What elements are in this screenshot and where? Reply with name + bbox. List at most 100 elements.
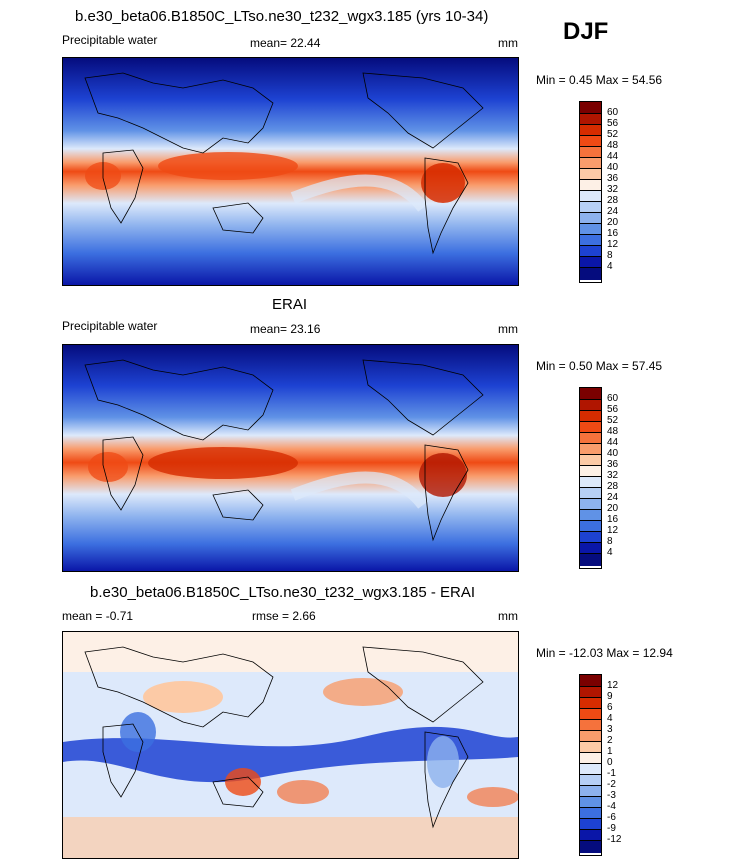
colorbar-tick-label: 4 <box>607 713 613 724</box>
colorbar-segment <box>580 830 601 841</box>
colorbar-tick-label: 28 <box>607 195 619 206</box>
colorbar-segment <box>580 180 601 191</box>
colorbar-tick-label: 2 <box>607 735 613 746</box>
colorbar-tick-label: -9 <box>607 823 616 834</box>
colorbar-segment <box>580 191 601 202</box>
mean-label: mean= 22.44 <box>250 36 321 50</box>
colorbar-segment <box>580 388 601 400</box>
colorbar-segment <box>580 709 601 720</box>
colorbar-segment <box>580 136 601 147</box>
colorbar-segment <box>580 114 601 125</box>
colorbar-segment <box>580 235 601 246</box>
colorbar-segment <box>580 764 601 775</box>
colorbar-segment <box>580 466 601 477</box>
colorbar-tick-label: 60 <box>607 393 619 404</box>
colorbar-segment <box>580 422 601 433</box>
colorbar-tick-label: 28 <box>607 481 619 492</box>
colorbar-segment <box>580 786 601 797</box>
colorbar-segment <box>580 687 601 698</box>
colorbar-tick-label: 56 <box>607 118 619 129</box>
colorbar-tick-label: 52 <box>607 415 619 426</box>
colorbar-segment <box>580 554 601 566</box>
colorbar-tick-label: 0 <box>607 757 613 768</box>
colorbar-segment <box>580 158 601 169</box>
colorbar-tick-label: 8 <box>607 250 613 261</box>
colorbar-segment <box>580 102 601 114</box>
colorbar-tick-label: 8 <box>607 536 613 547</box>
colorbar-tick-label: 36 <box>607 173 619 184</box>
colorbar <box>579 387 602 569</box>
colorbar-tick-label: -4 <box>607 801 616 812</box>
colorbar-tick-label: 44 <box>607 151 619 162</box>
colorbar-tick-label: 16 <box>607 514 619 525</box>
colorbar-tick-label: 4 <box>607 261 613 272</box>
colorbar-tick-label: -3 <box>607 790 616 801</box>
colorbar-segment <box>580 510 601 521</box>
colorbar-segment <box>580 731 601 742</box>
colorbar-segment <box>580 698 601 709</box>
colorbar-segment <box>580 675 601 687</box>
colorbar-tick-label: 9 <box>607 691 613 702</box>
colorbar-segment <box>580 169 601 180</box>
colorbar-segment <box>580 521 601 532</box>
colorbar-tick-label: 52 <box>607 129 619 140</box>
colorbar-tick-label: 44 <box>607 437 619 448</box>
units-label: mm <box>498 36 518 50</box>
panel-title: b.e30_beta06.B1850C_LTso.ne30_t232_wgx3.… <box>75 8 489 25</box>
colorbar-tick-label: 48 <box>607 140 619 151</box>
colorbar-segment <box>580 720 601 731</box>
colorbar-tick-label: 32 <box>607 470 619 481</box>
colorbar-tick-label: -1 <box>607 768 616 779</box>
colorbar-tick-label: 40 <box>607 448 619 459</box>
minmax-label: Min = 0.45 Max = 54.56 <box>536 73 663 87</box>
colorbar-tick-label: 12 <box>607 239 619 250</box>
panel-title: ERAI <box>272 296 308 313</box>
colorbar-segment <box>580 213 601 224</box>
colorbar-segment <box>580 488 601 499</box>
colorbar-tick-label: 48 <box>607 426 619 437</box>
colorbar-segment <box>580 775 601 786</box>
minmax-label: Min = 0.50 Max = 57.45 <box>536 359 663 373</box>
minmax-label: Min = -12.03 Max = 12.94 <box>536 646 673 660</box>
colorbar-segment <box>580 400 601 411</box>
colorbar-tick-label: 12 <box>607 680 619 691</box>
colorbar-segment <box>580 841 601 853</box>
colorbar-segment <box>580 797 601 808</box>
map-panel <box>62 344 519 572</box>
mean-label: mean= 23.16 <box>250 322 321 336</box>
colorbar-tick-label: 16 <box>607 228 619 239</box>
colorbar-segment <box>580 268 601 280</box>
colorbar-segment <box>580 499 601 510</box>
panel-title: b.e30_beta06.B1850C_LTso.ne30_t232_wgx3.… <box>90 584 476 601</box>
rmse-label: rmse = 2.66 <box>252 609 316 623</box>
colorbar-tick-label: -12 <box>607 834 622 845</box>
colorbar-segment <box>580 411 601 422</box>
colorbar-segment <box>580 742 601 753</box>
colorbar-tick-label: 4 <box>607 547 613 558</box>
colorbar-tick-label: -2 <box>607 779 616 790</box>
variable-label: Precipitable water <box>62 33 158 47</box>
mean-label: mean = -0.71 <box>62 609 134 623</box>
colorbar-segment <box>580 224 601 235</box>
colorbar-tick-label: 1 <box>607 746 613 757</box>
season-label: DJF <box>563 18 609 45</box>
colorbar <box>579 674 602 856</box>
colorbar-segment <box>580 819 601 830</box>
colorbar-segment <box>580 147 601 158</box>
colorbar-tick-label: 36 <box>607 459 619 470</box>
colorbar <box>579 101 602 283</box>
colorbar-tick-label: 20 <box>607 217 619 228</box>
colorbar-tick-label: 6 <box>607 702 613 713</box>
colorbar-segment <box>580 753 601 764</box>
colorbar-segment <box>580 455 601 466</box>
map-panel <box>62 57 519 286</box>
colorbar-segment <box>580 125 601 136</box>
colorbar-segment <box>580 257 601 268</box>
colorbar-segment <box>580 532 601 543</box>
colorbar-tick-label: 24 <box>607 492 619 503</box>
colorbar-tick-label: 32 <box>607 184 619 195</box>
colorbar-segment <box>580 477 601 488</box>
units-label: mm <box>498 322 518 336</box>
colorbar-tick-label: 60 <box>607 107 619 118</box>
units-label: mm <box>498 609 518 623</box>
